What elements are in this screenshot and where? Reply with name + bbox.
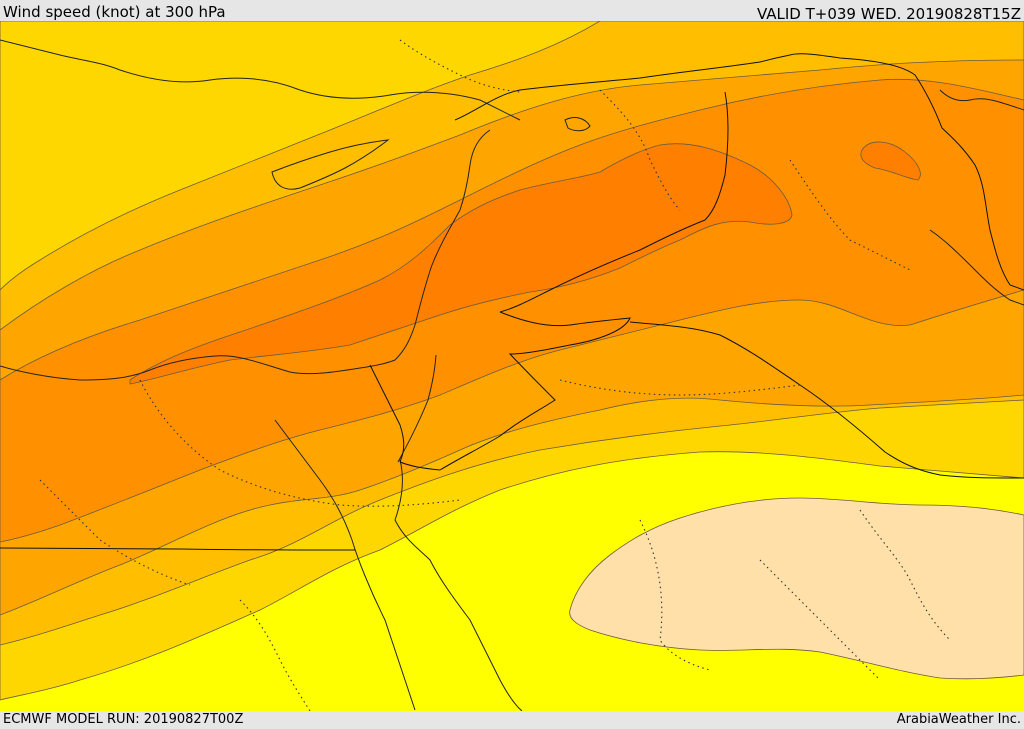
border-iraq-iran (789, 53, 1024, 291)
band-lightest (569, 497, 1024, 680)
dotted-boundary-1 (139, 379, 461, 507)
border-saudi-iraq (629, 321, 1024, 479)
border-egypt-sudan-west (0, 547, 356, 551)
coastline-gulf-aqaba (397, 354, 437, 463)
dotted-boundary-9 (399, 39, 521, 93)
coastline-cyprus (271, 139, 390, 190)
coastline-gulf (929, 229, 1024, 306)
coastline-turkey (0, 39, 521, 121)
header-bar: Wind speed (knot) at 300 hPa VALID T+039… (0, 0, 1024, 23)
border-jordan (399, 311, 631, 471)
dotted-boundary-2 (559, 379, 801, 396)
blob-orange-ne (860, 141, 921, 181)
dotted-boundary-10 (759, 559, 881, 681)
model-run: ECMWF MODEL RUN: 20190827T00Z (3, 712, 244, 727)
border-turkey-syria (454, 54, 791, 121)
dotted-boundary-5 (789, 159, 911, 271)
credit: ArabiaWeather Inc. (896, 712, 1021, 727)
footer-bar: ECMWF MODEL RUN: 20190827T00Z ArabiaWeat… (0, 711, 1024, 729)
band-gold-upper (0, 21, 601, 291)
wind-speed-map[interactable] (0, 21, 1024, 711)
map-canvas (0, 21, 1024, 711)
border-egypt-israel (369, 364, 405, 463)
band-orange3 (129, 143, 793, 385)
lake-van (564, 117, 591, 132)
coastline-red-sea-west (274, 419, 416, 711)
coastline-red-sea-east (394, 459, 523, 711)
border-syria-iraq (499, 91, 729, 313)
coastline-north-africa (0, 129, 491, 381)
coastline-caspian-area (939, 89, 1024, 111)
valid-time: VALID T+039 WED. 20190828T15Z (756, 5, 1021, 23)
dotted-boundary-4 (859, 509, 951, 641)
map-title: Wind speed (knot) at 300 hPa (3, 3, 226, 21)
